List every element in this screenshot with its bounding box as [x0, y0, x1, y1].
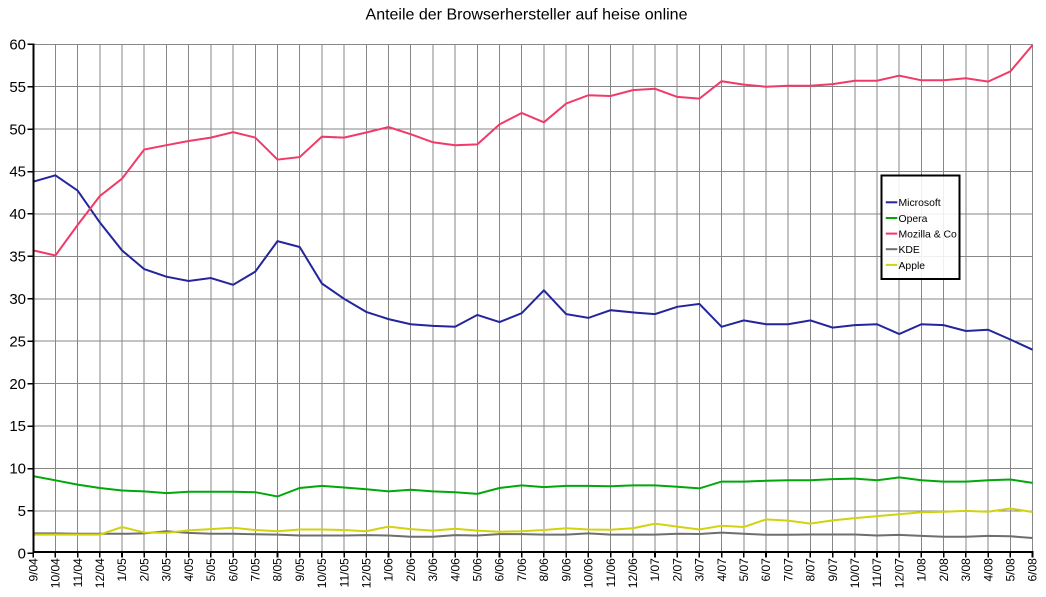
svg-text:2/05: 2/05	[137, 558, 151, 582]
svg-text:20: 20	[9, 376, 26, 393]
svg-text:KDE: KDE	[899, 245, 920, 256]
svg-text:10: 10	[9, 461, 26, 478]
svg-text:5/05: 5/05	[204, 558, 218, 582]
svg-text:12/04: 12/04	[93, 558, 107, 588]
svg-text:0: 0	[18, 546, 26, 563]
svg-text:Mozilla & Co: Mozilla & Co	[899, 230, 958, 241]
svg-text:4/07: 4/07	[715, 558, 729, 582]
svg-text:60: 60	[9, 37, 26, 54]
svg-text:50: 50	[9, 121, 26, 138]
svg-text:7/06: 7/06	[515, 558, 529, 582]
svg-text:4/06: 4/06	[448, 558, 462, 582]
svg-text:Microsoft: Microsoft	[899, 198, 941, 209]
svg-text:25: 25	[9, 333, 26, 350]
svg-text:40: 40	[9, 206, 26, 223]
svg-text:5: 5	[18, 503, 26, 520]
svg-text:35: 35	[9, 249, 26, 266]
svg-text:10/07: 10/07	[848, 558, 862, 588]
svg-text:15: 15	[9, 418, 26, 435]
svg-text:2/07: 2/07	[670, 558, 684, 582]
svg-text:10/05: 10/05	[315, 558, 329, 588]
svg-text:6/06: 6/06	[493, 558, 507, 582]
svg-text:30: 30	[9, 291, 26, 308]
svg-text:6/08: 6/08	[1026, 558, 1040, 582]
svg-text:11/06: 11/06	[604, 558, 618, 587]
svg-text:1/08: 1/08	[915, 558, 929, 582]
svg-text:1/07: 1/07	[648, 558, 662, 582]
svg-text:11/05: 11/05	[337, 558, 351, 587]
svg-text:9/04: 9/04	[26, 558, 40, 582]
svg-text:4/08: 4/08	[981, 558, 995, 582]
svg-text:10/04: 10/04	[49, 558, 63, 588]
svg-text:12/07: 12/07	[892, 558, 906, 588]
svg-text:11/04: 11/04	[71, 558, 85, 587]
svg-text:45: 45	[9, 164, 26, 181]
svg-text:Apple: Apple	[899, 261, 926, 272]
svg-text:3/08: 3/08	[959, 558, 973, 582]
svg-text:12/06: 12/06	[626, 558, 640, 588]
svg-text:9/05: 9/05	[293, 558, 307, 582]
svg-text:8/05: 8/05	[271, 558, 285, 582]
svg-text:1/05: 1/05	[115, 558, 129, 582]
svg-text:2/08: 2/08	[937, 558, 951, 582]
svg-text:3/06: 3/06	[426, 558, 440, 582]
svg-text:5/06: 5/06	[471, 558, 485, 582]
svg-text:Opera: Opera	[899, 214, 928, 225]
svg-text:8/06: 8/06	[537, 558, 551, 582]
svg-text:9/07: 9/07	[826, 558, 840, 582]
svg-text:9/06: 9/06	[559, 558, 573, 582]
svg-text:3/07: 3/07	[693, 558, 707, 582]
svg-text:10/06: 10/06	[582, 558, 596, 588]
svg-text:1/06: 1/06	[382, 558, 396, 582]
svg-text:7/07: 7/07	[781, 558, 795, 582]
svg-text:6/07: 6/07	[759, 558, 773, 582]
svg-text:11/07: 11/07	[870, 558, 884, 587]
svg-text:12/05: 12/05	[360, 558, 374, 588]
svg-text:6/05: 6/05	[226, 558, 240, 582]
svg-text:5/08: 5/08	[1004, 558, 1018, 582]
svg-text:8/07: 8/07	[804, 558, 818, 582]
svg-text:7/05: 7/05	[249, 558, 263, 582]
svg-text:2/06: 2/06	[404, 558, 418, 582]
svg-text:4/05: 4/05	[182, 558, 196, 582]
svg-text:5/07: 5/07	[737, 558, 751, 582]
svg-text:Anteile der Browserhersteller: Anteile der Browserhersteller auf heise …	[366, 7, 688, 24]
svg-text:55: 55	[9, 79, 26, 96]
svg-text:3/05: 3/05	[160, 558, 174, 582]
